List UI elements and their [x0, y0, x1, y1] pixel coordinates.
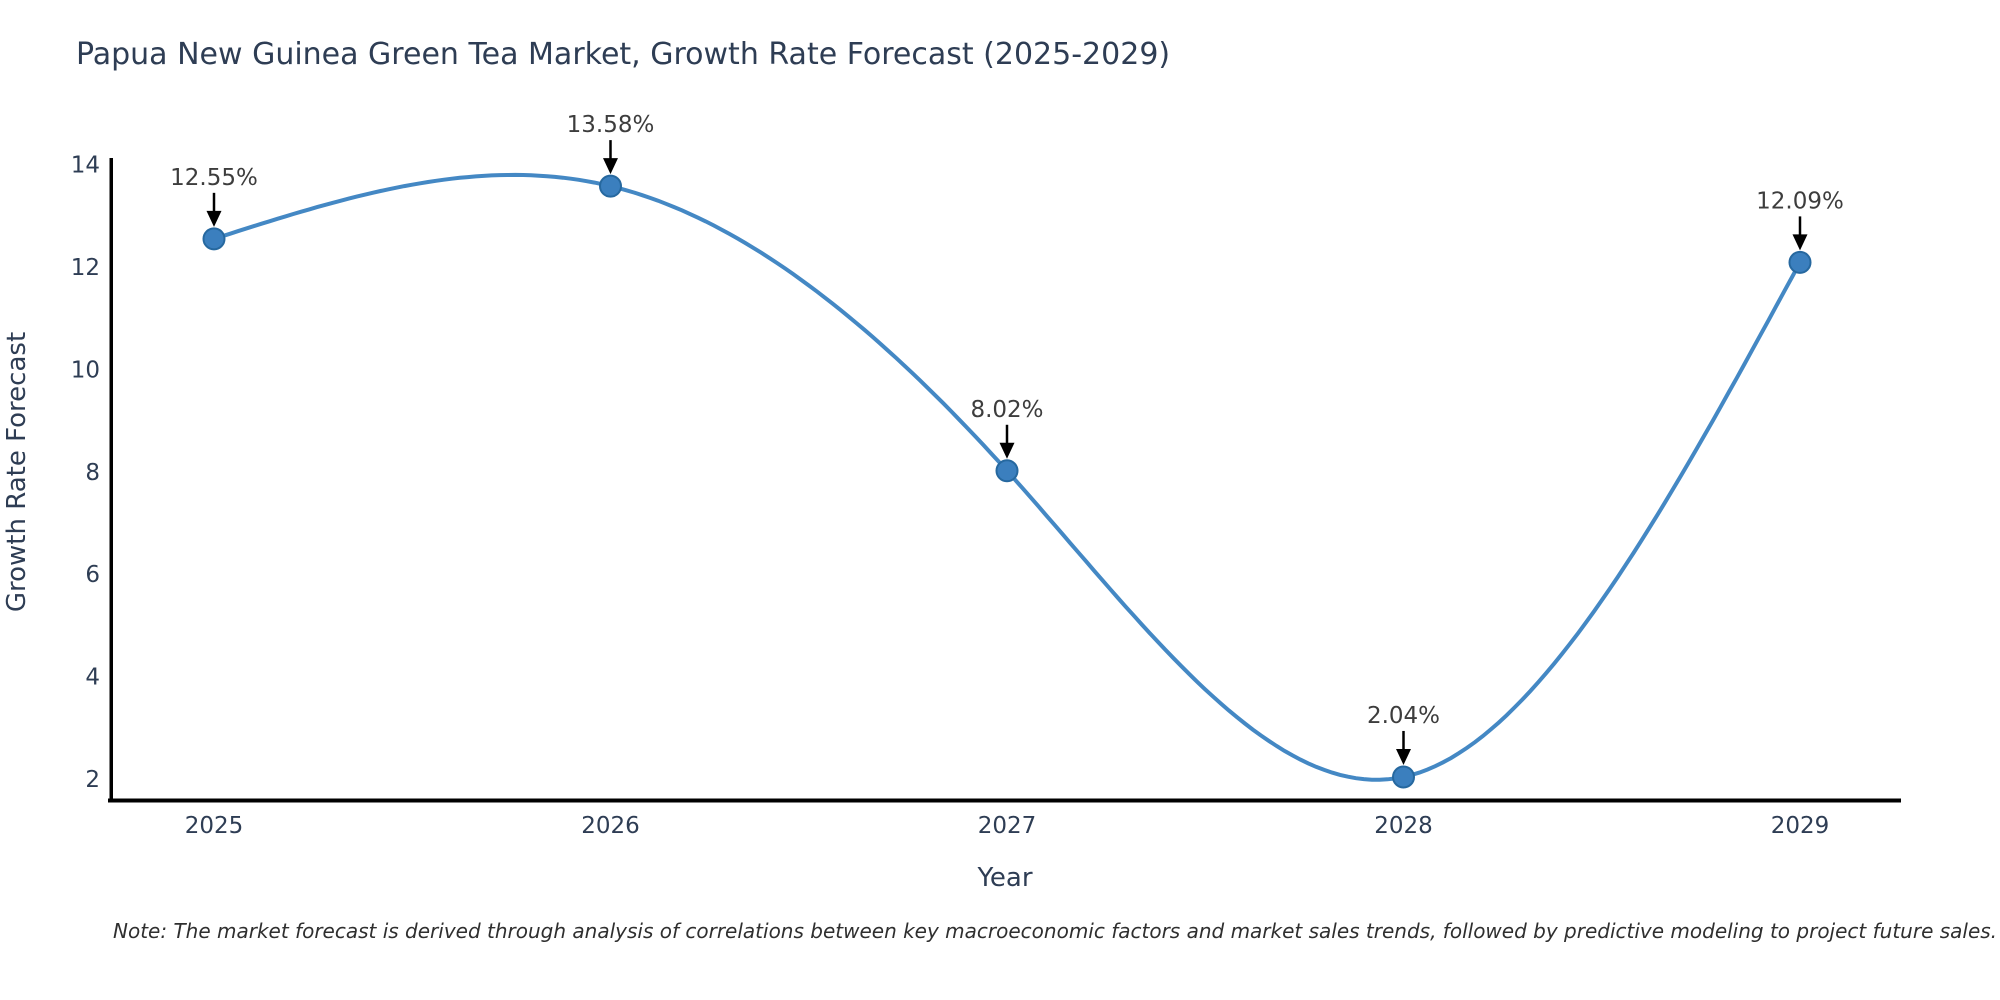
chart-note: Note: The market forecast is derived thr…: [113, 919, 1997, 943]
data-point-label: 13.58%: [567, 112, 655, 138]
x-tick-label: 2027: [978, 813, 1037, 839]
data-point-marker: [202, 227, 226, 251]
data-point-label: 8.02%: [970, 397, 1043, 423]
x-tick-labels: 2025 2026 2027 2028 2029: [185, 813, 1830, 839]
annotation-arrow-head: [999, 442, 1015, 459]
chart-title: Papua New Guinea Green Tea Market, Growt…: [76, 37, 1170, 72]
data-point-annotations: 12.55% 13.58% 8.02% 2.04% 12.09%: [170, 112, 1844, 765]
data-point-marker: [599, 174, 622, 198]
x-tick-label: 2028: [1374, 813, 1433, 839]
data-point-label: 12.09%: [1756, 188, 1844, 214]
x-axis-title: Year: [976, 863, 1032, 893]
y-tick-label: 6: [85, 562, 100, 588]
annotation-arrow-head: [1396, 748, 1411, 765]
x-tick-label: 2025: [185, 813, 244, 839]
data-point-marker: [1392, 765, 1415, 789]
x-axis: 2025 2026 2027 2028 2029 Year: [108, 798, 1901, 893]
annotation-arrow-head: [603, 158, 618, 175]
y-axis-title: Growth Rate Forecast: [2, 332, 32, 612]
y-tick-label: 2: [85, 767, 100, 793]
data-point-marker: [1788, 250, 1812, 274]
y-axis: 2 4 6 8 10 12 14 Growth Rate Forecast: [2, 153, 113, 802]
y-tick-label: 8: [85, 460, 100, 486]
y-axis-line: [109, 158, 113, 802]
data-point-markers: [202, 174, 1812, 789]
y-tick-label: 4: [85, 665, 100, 691]
y-tick-label: 12: [71, 255, 100, 281]
y-tick-label: 14: [71, 153, 100, 179]
y-tick-labels: 2 4 6 8 10 12 14: [71, 153, 100, 793]
annotation-arrow-head: [206, 210, 222, 227]
annotation-arrow-head: [1792, 234, 1808, 251]
x-tick-label: 2026: [581, 813, 640, 839]
x-tick-label: 2029: [1771, 813, 1830, 839]
data-point-label: 12.55%: [170, 165, 258, 191]
data-point-label: 2.04%: [1367, 703, 1440, 729]
x-axis-line: [108, 798, 1901, 803]
data-point-marker: [995, 459, 1019, 483]
y-tick-label: 10: [71, 357, 100, 383]
